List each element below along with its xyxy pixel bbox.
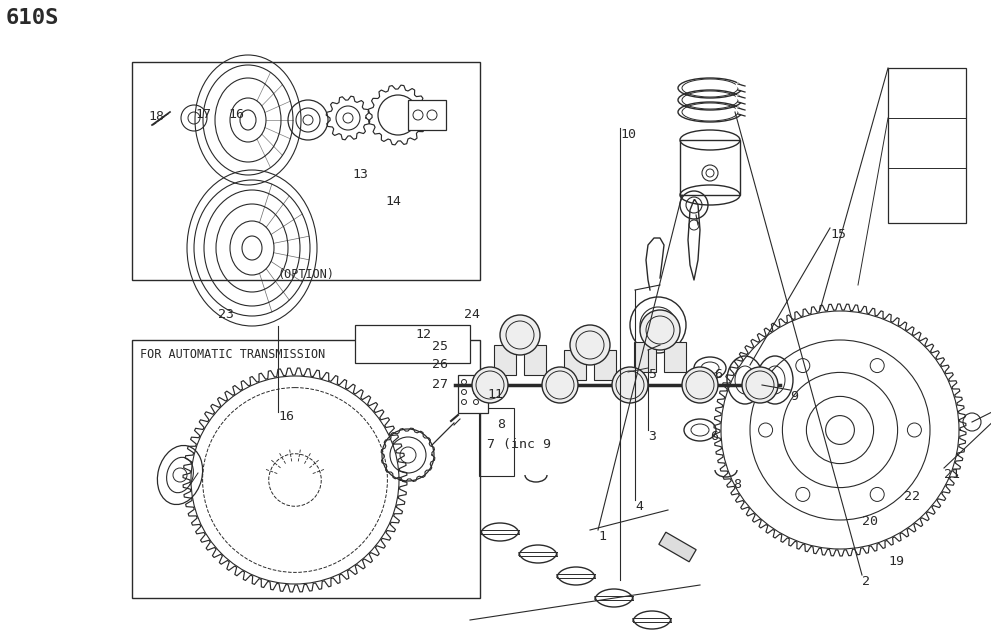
- Bar: [479, 408, 514, 476]
- Text: 16: 16: [228, 108, 244, 121]
- Text: (OPTION): (OPTION): [277, 268, 334, 281]
- Text: 27: 27: [432, 378, 448, 391]
- Circle shape: [500, 315, 540, 355]
- Text: 23: 23: [218, 308, 234, 321]
- Bar: [634, 342, 656, 372]
- Text: 2: 2: [862, 575, 870, 588]
- Text: 4: 4: [635, 500, 643, 513]
- Text: 18: 18: [148, 110, 164, 123]
- Text: 8: 8: [497, 418, 505, 431]
- Bar: [594, 350, 616, 380]
- Text: 14: 14: [385, 195, 401, 208]
- Bar: [355, 325, 470, 363]
- Text: 22: 22: [904, 490, 920, 503]
- Text: 10: 10: [620, 128, 636, 141]
- Text: 610S: 610S: [6, 8, 59, 28]
- Bar: [408, 100, 446, 130]
- Text: 6: 6: [714, 368, 722, 381]
- Bar: [659, 532, 696, 562]
- Text: 12: 12: [415, 328, 431, 341]
- Text: 5: 5: [648, 368, 656, 381]
- Text: 6: 6: [710, 430, 718, 443]
- Text: 25: 25: [432, 340, 448, 353]
- Bar: [888, 68, 966, 223]
- Text: 24: 24: [464, 308, 480, 321]
- Text: 21: 21: [944, 468, 960, 481]
- Text: 7 (inc 9: 7 (inc 9: [487, 438, 551, 451]
- Text: FOR AUTOMATIC TRANSMISSION: FOR AUTOMATIC TRANSMISSION: [140, 348, 325, 361]
- Bar: [664, 342, 686, 372]
- Text: 1: 1: [598, 530, 606, 543]
- Text: 11: 11: [487, 388, 503, 401]
- Circle shape: [682, 367, 718, 403]
- Bar: [458, 375, 488, 413]
- Bar: [680, 140, 740, 195]
- Text: 3: 3: [648, 430, 656, 443]
- Bar: [494, 345, 516, 375]
- Bar: [564, 350, 586, 380]
- Text: 26: 26: [432, 358, 448, 371]
- Bar: [132, 62, 480, 280]
- Bar: [132, 340, 480, 598]
- Circle shape: [570, 325, 610, 365]
- Text: 13: 13: [352, 168, 368, 181]
- Circle shape: [542, 367, 578, 403]
- Text: 9: 9: [790, 390, 798, 403]
- Circle shape: [612, 367, 648, 403]
- Text: 8: 8: [733, 478, 741, 491]
- Circle shape: [472, 367, 508, 403]
- Circle shape: [742, 367, 778, 403]
- Text: 15: 15: [830, 228, 846, 241]
- Bar: [524, 345, 546, 375]
- Text: 19: 19: [888, 555, 904, 568]
- Text: 16: 16: [278, 410, 294, 423]
- Circle shape: [640, 310, 680, 350]
- Text: 17: 17: [195, 108, 211, 121]
- Text: 20: 20: [862, 515, 878, 528]
